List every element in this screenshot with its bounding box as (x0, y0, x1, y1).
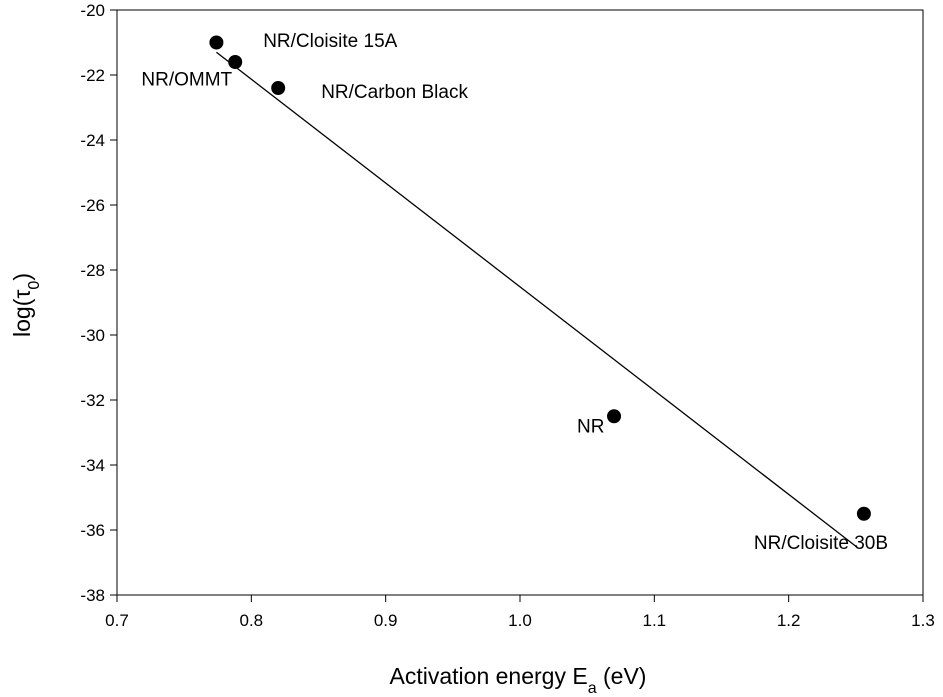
point-label: NR (577, 416, 604, 437)
x-axis-title-subscript: a (588, 680, 597, 697)
plot-frame (116, 9, 924, 596)
x-axis-title-suffix: (eV) (597, 663, 647, 689)
x-axis-title: Activation energy Ea (eV) (390, 663, 647, 697)
y-axis-title-main: log(τ (9, 290, 35, 337)
y-tick-label: -28 (80, 261, 105, 280)
data-point (228, 55, 243, 69)
y-tick-label: -30 (80, 326, 105, 345)
x-tick-label: 0.7 (105, 611, 129, 630)
y-tick-label: -36 (80, 521, 105, 540)
y-tick-label: -24 (80, 131, 105, 150)
x-tick-label: 1.0 (508, 611, 532, 630)
y-tick-label: -22 (80, 66, 105, 85)
regression-line (216, 51, 857, 547)
y-axis-title-suffix: ) (9, 273, 35, 281)
x-tick-label: 0.9 (374, 611, 398, 630)
x-tick-label: 0.8 (240, 611, 264, 630)
y-tick-label: -32 (80, 391, 105, 410)
point-label: NR/Cloisite 30B (754, 533, 888, 554)
point-label: NR/Carbon Black (321, 82, 468, 103)
y-axis-title: log(τ0) (9, 273, 43, 337)
data-point (209, 35, 224, 50)
y-tick-label: -26 (80, 196, 105, 215)
point-label: NR/OMMT (141, 70, 232, 91)
y-tick-label: -20 (80, 1, 105, 20)
y-axis-title-subscript: 0 (26, 281, 43, 290)
x-tick-label: 1.1 (643, 611, 667, 630)
data-point (856, 506, 871, 521)
point-label: NR/Cloisite 15A (263, 31, 397, 52)
y-tick-label: -38 (80, 586, 105, 605)
data-point (607, 409, 622, 424)
x-tick-label: 1.3 (911, 611, 935, 630)
x-tick-label: 1.2 (777, 611, 801, 630)
x-axis-title-main: Activation energy E (390, 663, 588, 689)
y-tick-label: -34 (80, 456, 105, 475)
data-point (271, 81, 286, 95)
